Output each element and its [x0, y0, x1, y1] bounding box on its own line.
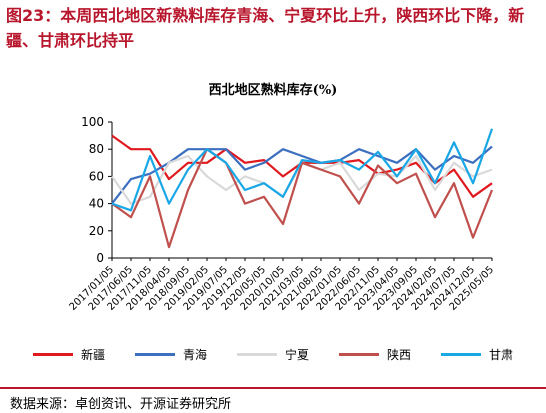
legend-swatch: [441, 353, 482, 356]
legend-swatch: [32, 353, 73, 356]
legend-label: 宁夏: [284, 348, 309, 362]
legend-label: 甘肃: [489, 348, 514, 362]
legend-item: 新疆: [32, 346, 105, 363]
legend-swatch: [236, 353, 277, 356]
legend-swatch: [134, 353, 175, 356]
series-line-4: [111, 148, 494, 249]
legend-swatch: [339, 353, 379, 356]
y-tick-label: 60: [89, 169, 104, 183]
chart-legend: 新疆 青海 宁夏 陕西 甘肃: [0, 346, 546, 363]
y-tick-label: 40: [89, 197, 104, 211]
legend-label: 陕西: [387, 348, 412, 362]
series-line-2: [111, 145, 493, 205]
legend-label: 青海: [182, 348, 207, 362]
y-tick-label: 80: [89, 142, 104, 156]
chart-series: [111, 128, 494, 249]
legend-item: 甘肃: [441, 346, 513, 363]
figure-title: 图23：本周西北地区新熟料库存青海、宁夏环比上升，陕西环比下降，新疆、甘肃环比持…: [6, 6, 525, 50]
chart-title: 西北地区熟料库存(%): [208, 83, 338, 98]
data-source: 数据来源：卓创资讯、开源证券研究所: [0, 387, 546, 413]
y-tick-label: 100: [81, 115, 104, 129]
legend-label: 新疆: [80, 348, 105, 362]
y-tick-label: 0: [96, 251, 104, 265]
y-tick-label: 20: [89, 224, 104, 238]
series-line-5: [111, 128, 494, 212]
legend-item: 青海: [134, 346, 207, 363]
legend-item: 宁夏: [236, 346, 309, 363]
legend-item: 陕西: [339, 346, 411, 363]
